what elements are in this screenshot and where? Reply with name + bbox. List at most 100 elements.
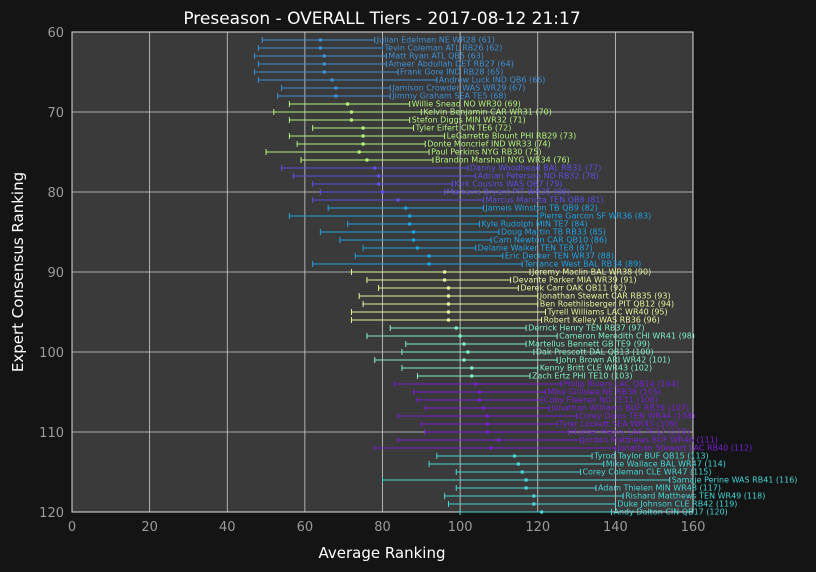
avg-point xyxy=(349,118,354,122)
player-label: Derrick Henry TEN RB37 (97) xyxy=(528,324,645,333)
x-tick-label: 100 xyxy=(448,520,473,535)
player-label: Devante Parker MIA WR39 (91) xyxy=(513,276,637,285)
player-mark: Hunter Henry LAC TE12 (110) xyxy=(424,428,690,437)
player-label: Adrian Peterson NO RB32 (78) xyxy=(478,172,599,181)
player-mark: Devante Parker MIA WR39 (91) xyxy=(366,276,637,285)
avg-point xyxy=(407,214,412,218)
player-label: Andrew Luck IND QB6 (66) xyxy=(439,76,546,85)
avg-point xyxy=(322,54,327,58)
avg-point xyxy=(380,190,385,194)
player-label: Jimmy Graham SEA TE5 (68) xyxy=(391,92,506,101)
avg-point xyxy=(462,358,466,362)
player-mark: Tevin Coleman ATL RB26 (62) xyxy=(257,44,503,53)
player-label: Hunter Henry LAC TE12 (110) xyxy=(571,428,690,437)
avg-point xyxy=(345,102,350,106)
player-mark: Ameer Abdullah DET RB27 (64) xyxy=(257,60,514,69)
player-label: Corey Davis TEN WR44 (108) xyxy=(579,412,696,421)
avg-point xyxy=(349,110,354,114)
player-mark: Jimmy Graham SEA TE5 (68) xyxy=(277,92,507,101)
player-mark: Tyrell Williams LAC WR40 (95) xyxy=(350,308,668,317)
player-label: Jeremy Maclin BAL WR38 (90) xyxy=(531,268,651,277)
avg-point xyxy=(411,230,416,234)
player-label: Kenny Britt CLE WR43 (102) xyxy=(540,364,652,373)
y-tick-label: 70 xyxy=(47,106,64,121)
avg-point xyxy=(539,510,544,514)
x-tick-label: 120 xyxy=(525,520,550,535)
avg-point xyxy=(458,334,462,338)
avg-point xyxy=(318,38,323,42)
avg-point xyxy=(477,390,482,394)
player-mark: LeGarrette Blount PHI RB29 (73) xyxy=(288,132,576,141)
player-label: Marcus Mariota TEN QB8 (81) xyxy=(485,196,603,205)
player-label: Paul Perkins NYG RB30 (75) xyxy=(431,148,541,157)
player-mark: John Brown ARI WR42 (101) xyxy=(374,356,670,365)
chart-title: Preseason - OVERALL Tiers - 2017-08-12 2… xyxy=(183,9,580,29)
player-label: Samaje Perine WAS RB41 (116) xyxy=(672,476,798,485)
y-tick-label: 90 xyxy=(47,266,64,281)
avg-point xyxy=(516,462,521,466)
player-label: Ameer Abdullah DET RB27 (64) xyxy=(388,60,513,69)
player-mark: Coby Fleener NO TE11 (106) xyxy=(416,396,658,405)
avg-point xyxy=(376,182,381,186)
player-mark: Willie Snead NO WR30 (69) xyxy=(288,100,521,109)
player-mark: Tyler Eifert CIN TE6 (72) xyxy=(312,124,512,133)
player-mark: Cam Newton CAR QB10 (86) xyxy=(339,236,607,245)
player-mark: Danny Woodhead BAL RB31 (77) xyxy=(281,164,601,173)
player-mark: Terrance West BAL RB34 (89) xyxy=(312,260,641,269)
player-mark: Jameis Winston TB QB9 (82) xyxy=(327,204,598,213)
avg-point xyxy=(485,414,490,418)
avg-point xyxy=(365,158,369,162)
player-label: John Brown ARI WR42 (101) xyxy=(558,356,670,365)
player-label: Zach Ertz PHI TE10 (103) xyxy=(532,372,633,381)
avg-point xyxy=(469,374,474,378)
x-axis-ticks: 0 20 40 60 80 100 120 140 160 xyxy=(68,520,706,535)
player-mark: Mike Gillislee NE RB38 (105) xyxy=(413,388,661,397)
player-label: Adam Thielen MIN WR48 (117) xyxy=(598,484,721,493)
player-mark: Philip Rivers LAC QB14 (104) xyxy=(393,380,679,389)
avg-point xyxy=(446,286,451,290)
avg-point xyxy=(512,454,517,458)
avg-point xyxy=(330,78,334,82)
player-label: Derek Carr OAK QB11 (92) xyxy=(520,284,626,293)
y-axis-label: Expert Consensus Ranking xyxy=(9,172,27,372)
avg-point xyxy=(322,62,327,66)
avg-point xyxy=(524,486,528,490)
player-mark: Marcus Mariota TEN QB8 (81) xyxy=(312,196,604,205)
player-mark: Kyle Rudolph MIN TE7 (84) xyxy=(347,220,588,229)
grid xyxy=(71,31,694,513)
player-mark: Tyler Lockett SEA WR45 (109) xyxy=(420,420,678,429)
player-mark: Tyrod Taylor BUF QB15 (113) xyxy=(436,452,709,461)
avg-point xyxy=(524,478,528,482)
player-label: Duke Johnson CLE RB42 (119) xyxy=(617,500,737,509)
player-marks: Julian Edelman NE WR28 (61)Tevin Coleman… xyxy=(253,36,798,517)
player-mark: Doug Martin TB RB33 (85) xyxy=(319,228,606,237)
y-tick-label: 100 xyxy=(39,346,64,361)
player-mark: Duke Johnson CLE RB42 (119) xyxy=(447,500,737,509)
player-label: Stefon Diggs MIN WR32 (71) xyxy=(412,116,526,125)
avg-point xyxy=(361,142,365,146)
avg-point xyxy=(485,430,490,434)
avg-point xyxy=(442,278,447,282)
player-label: Matt Ryan ATL QB5 (63) xyxy=(388,52,484,61)
avg-point xyxy=(532,494,536,498)
avg-point xyxy=(477,398,482,402)
player-label: Tyler Lockett SEA WR45 (109) xyxy=(558,420,678,429)
player-mark: Kelvin Benjamin CAR WR31 (70) xyxy=(273,108,552,117)
player-mark: Matt Ryan ATL QB5 (63) xyxy=(253,52,484,61)
x-tick-label: 160 xyxy=(681,520,706,535)
x-axis-label: Average Ranking xyxy=(318,544,445,562)
x-tick-label: 0 xyxy=(68,520,76,535)
player-mark: Andy Dalton CIN QB17 (120) xyxy=(459,508,728,517)
player-label: Frank Gore IND RB28 (65) xyxy=(400,68,503,77)
player-label: Philip Rivers LAC QB14 (104) xyxy=(563,380,679,389)
player-mark: Adam Thielen MIN WR48 (117) xyxy=(455,484,721,493)
player-mark: Zach Ertz PHI TE10 (103) xyxy=(416,372,633,381)
player-label: Tyrod Taylor BUF QB15 (113) xyxy=(593,452,709,461)
player-mark: Stefon Diggs MIN WR32 (71) xyxy=(288,116,526,125)
avg-point xyxy=(442,270,447,274)
player-mark: Brandon Marshall NYG WR34 (76) xyxy=(300,156,570,165)
avg-point xyxy=(485,422,490,426)
player-label: Tevin Coleman ATL RB26 (62) xyxy=(384,44,503,53)
y-tick-label: 80 xyxy=(47,186,64,201)
player-label: Tyler Eifert CIN TE6 (72) xyxy=(415,124,512,133)
